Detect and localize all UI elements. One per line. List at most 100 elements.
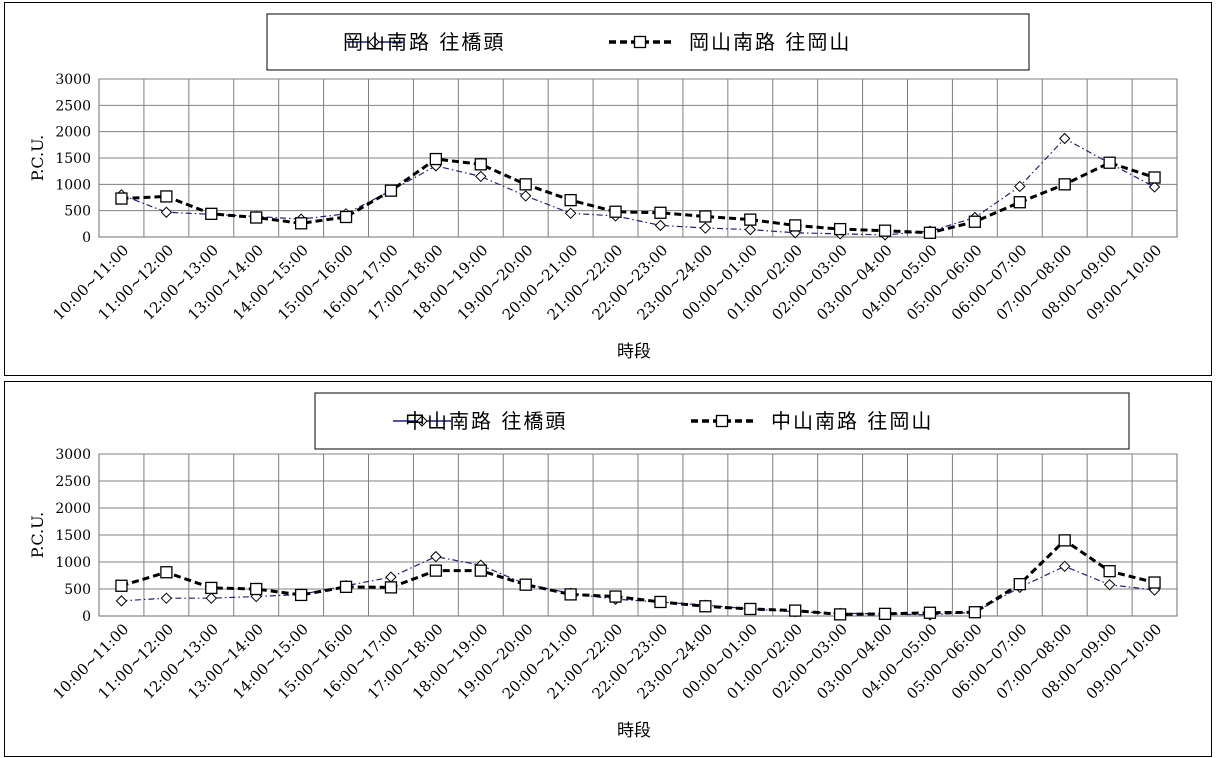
legend-label-toward-qiaotou: 岡山南路 往橋頭	[343, 30, 505, 54]
data-point-toward-gangshan	[339, 210, 353, 224]
data-point-toward-qiaotou	[1059, 560, 1071, 573]
data-point-toward-qiaotou	[430, 550, 442, 563]
data-point-toward-gangshan	[384, 184, 398, 197]
y-tick-label: 1500	[55, 528, 91, 544]
data-point-toward-gangshan	[250, 582, 263, 596]
data-point-toward-gangshan	[923, 606, 937, 619]
data-point-toward-qiaotou	[205, 592, 217, 604]
chart-2: 05001000150020002500300010:00~11:0011:00…	[28, 392, 1178, 741]
data-point-toward-gangshan	[474, 564, 487, 577]
data-point-toward-qiaotou	[385, 571, 397, 583]
data-point-toward-gangshan	[1148, 576, 1161, 589]
data-point-toward-gangshan	[699, 600, 712, 613]
y-axis-title: P.C.U.	[28, 135, 47, 181]
legend-marker-toward-qiaotou	[416, 415, 428, 427]
y-tick-label: 3000	[55, 447, 91, 463]
data-point-toward-qiaotou	[1103, 578, 1116, 591]
chart-panel-1: 0 500 1000 1500 2000 2500 3000 10:00~11:00 11:00…	[4, 2, 1212, 376]
data-point-toward-gangshan	[429, 564, 443, 577]
y-axis-title: P.C.U.	[28, 512, 47, 558]
y-tick-label: 500	[64, 582, 91, 598]
data-point-toward-gangshan	[429, 152, 443, 166]
data-point-toward-gangshan	[744, 602, 757, 616]
data-point-toward-gangshan	[968, 215, 982, 228]
data-point-toward-gangshan	[339, 580, 353, 593]
legend-label-toward-gangshan: 中山南路 往岡山	[771, 409, 933, 433]
data-point-toward-gangshan	[160, 566, 173, 579]
data-point-toward-gangshan	[519, 578, 532, 591]
data-point-toward-gangshan	[564, 588, 577, 601]
data-point-toward-gangshan	[1103, 156, 1116, 169]
data-point-toward-gangshan	[519, 178, 532, 191]
data-point-toward-gangshan	[878, 607, 892, 620]
y-tick-label: 2500	[55, 474, 91, 490]
legend-marker-toward-qiaotou	[368, 36, 380, 48]
y-tick-label: 1000	[55, 555, 91, 571]
data-point-toward-qiaotou	[475, 170, 487, 183]
y-tick-label: 1500	[55, 151, 91, 167]
chart-panel-2: 0 500 1000 1500 2000 2500 3000 10:00~11:00 11:00…	[4, 381, 1212, 757]
legend-label-toward-qiaotou: 中山南路 往橋頭	[405, 409, 567, 433]
data-point-toward-qiaotou	[115, 595, 128, 607]
data-point-toward-gangshan	[744, 213, 757, 226]
series-line-toward-gangshan	[121, 157, 1156, 235]
series-line-toward-qiaotou	[121, 137, 1155, 236]
data-point-toward-gangshan	[923, 226, 937, 239]
legend-marker-toward-gangshan	[633, 35, 647, 49]
x-axis-title: 時段	[617, 721, 651, 741]
y-tick-label: 3000	[55, 72, 91, 88]
data-point-toward-gangshan	[609, 205, 622, 218]
data-point-toward-qiaotou	[699, 222, 712, 234]
data-point-toward-gangshan	[1148, 171, 1161, 184]
data-point-toward-qiaotou	[1014, 180, 1026, 193]
data-point-toward-gangshan	[160, 190, 173, 203]
data-point-toward-gangshan	[789, 219, 802, 232]
data-point-toward-gangshan	[1013, 196, 1026, 209]
data-point-toward-qiaotou	[564, 207, 577, 220]
data-point-toward-qiaotou	[744, 223, 756, 236]
x-tick-label: 10:00~11:00	[50, 620, 133, 703]
data-point-toward-gangshan	[115, 192, 128, 205]
data-point-toward-gangshan	[878, 224, 892, 237]
data-point-toward-gangshan	[250, 211, 263, 224]
data-point-toward-gangshan	[1103, 565, 1116, 578]
data-point-toward-gangshan	[294, 588, 308, 602]
y-tick-label: 2000	[55, 501, 91, 517]
y-tick-label: 0	[82, 230, 91, 246]
chart-1: 05001000150020002500300010:00~11:0011:00…	[28, 13, 1178, 362]
data-point-toward-gangshan	[1058, 534, 1071, 547]
data-point-toward-gangshan	[205, 207, 218, 220]
legend-marker-toward-gangshan	[715, 414, 729, 428]
y-tick-label: 2500	[55, 98, 91, 114]
data-point-toward-gangshan	[384, 581, 398, 594]
data-point-toward-gangshan	[294, 217, 308, 230]
data-point-toward-qiaotou	[1059, 132, 1071, 145]
data-point-toward-gangshan	[833, 222, 847, 236]
series-line-toward-gangshan	[121, 538, 1155, 616]
x-tick-label: 10:00~11:00	[50, 241, 133, 324]
data-point-toward-gangshan	[968, 606, 982, 619]
data-point-toward-gangshan	[654, 206, 667, 219]
data-point-toward-gangshan	[1058, 178, 1071, 191]
data-point-toward-gangshan	[564, 193, 577, 207]
data-point-toward-qiaotou	[160, 592, 173, 604]
data-point-toward-qiaotou	[160, 206, 173, 218]
data-point-toward-gangshan	[654, 595, 667, 609]
y-tick-label: 500	[64, 204, 91, 220]
data-point-toward-qiaotou	[1148, 181, 1161, 193]
data-point-toward-gangshan	[833, 608, 847, 621]
data-point-toward-qiaotou	[520, 190, 532, 202]
data-point-toward-qiaotou	[654, 219, 667, 232]
y-tick-label: 2000	[55, 125, 91, 141]
data-point-toward-gangshan	[699, 210, 712, 223]
data-point-toward-gangshan	[1013, 577, 1026, 591]
y-tick-label: 1000	[55, 177, 91, 193]
legend-label-toward-gangshan: 岡山南路 往岡山	[689, 30, 851, 54]
y-tick-label: 0	[82, 609, 91, 625]
x-axis-title: 時段	[617, 342, 651, 362]
data-point-toward-gangshan	[474, 158, 487, 171]
data-point-toward-gangshan	[115, 579, 128, 592]
data-point-toward-gangshan	[205, 581, 218, 595]
data-point-toward-gangshan	[609, 590, 622, 603]
data-point-toward-gangshan	[789, 604, 802, 617]
